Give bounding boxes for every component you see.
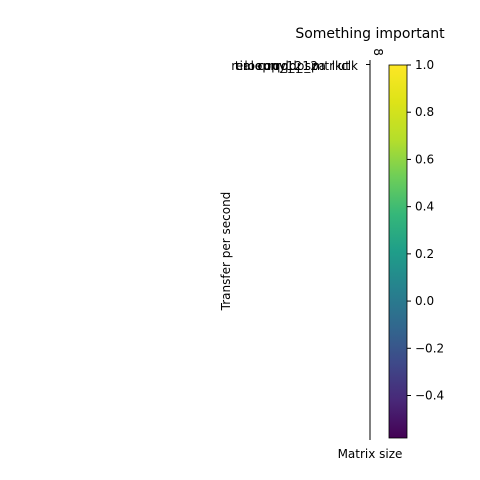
row-label: rq_1 bbox=[268, 59, 294, 73]
row-label: lk bbox=[332, 59, 342, 73]
row-label: ut bbox=[338, 59, 351, 73]
colorbar-tick-label: 0.8 bbox=[415, 105, 434, 119]
main-axes: 8 realtimeloopruncopyrq_1rq_2dp_1dp_2spa… bbox=[219, 48, 402, 461]
x-tick-label: 8 bbox=[371, 48, 385, 56]
colorbar-tick-label: 0.6 bbox=[415, 152, 434, 166]
colorbar-ticks: 1.0 0.8 0.6 0.4 0.2 0.0 −0.2 −0.4 bbox=[407, 58, 444, 403]
row-label: time bbox=[235, 59, 262, 73]
row-label: rq_2 bbox=[276, 59, 302, 73]
row-label: real bbox=[231, 59, 254, 73]
colorbar-tick-label: −0.2 bbox=[415, 341, 444, 355]
row-label: copy bbox=[257, 59, 286, 73]
row-label: spa bbox=[305, 59, 326, 73]
x-axis-label: Matrix size bbox=[338, 447, 403, 461]
row-label: dp_1 bbox=[281, 59, 310, 73]
row-labels: realtimeloopruncopyrq_1rq_2dp_1dp_2spamt… bbox=[231, 59, 370, 73]
colorbar-gradient bbox=[388, 64, 408, 439]
row-label: clk bbox=[341, 59, 358, 73]
colorbar-tick-label: −0.4 bbox=[415, 389, 444, 403]
colorbar: 1.0 0.8 0.6 0.4 0.2 0.0 −0.2 −0.4 bbox=[388, 58, 444, 439]
row-label: loop bbox=[244, 59, 270, 73]
colorbar-tick-label: 0.2 bbox=[415, 247, 434, 261]
row-label: mtr bbox=[313, 59, 334, 73]
colorbar-tick-label: 1.0 bbox=[415, 58, 434, 72]
colorbar-tick-label: 0.0 bbox=[415, 294, 434, 308]
y-axis-label: Transfer per second bbox=[219, 192, 233, 312]
row-label: run bbox=[258, 59, 278, 73]
colorbar-tick-label: 0.4 bbox=[415, 200, 434, 214]
row-label: dp_2 bbox=[289, 59, 318, 73]
chart-title: Something important bbox=[295, 26, 445, 42]
